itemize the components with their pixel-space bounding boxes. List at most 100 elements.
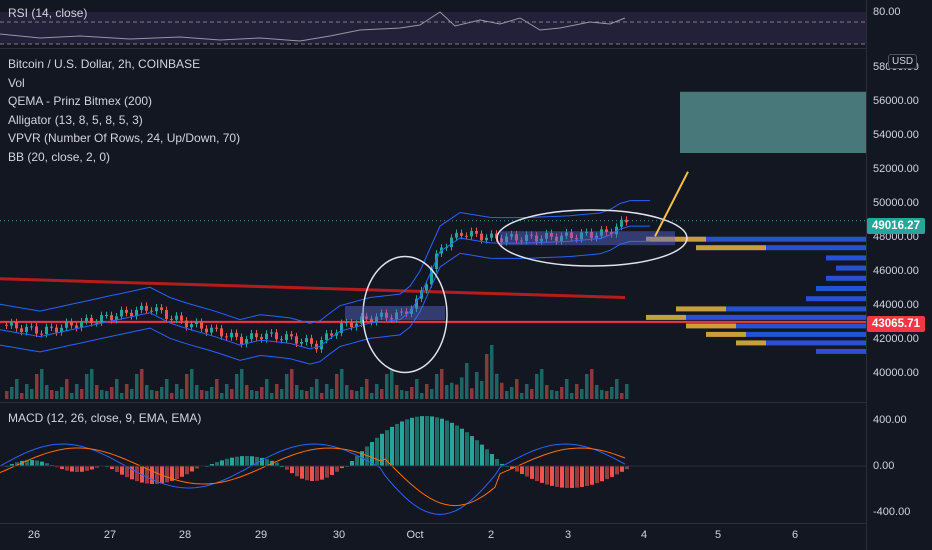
candle-body	[65, 321, 68, 328]
volume-bar	[105, 391, 109, 399]
legend-qema[interactable]: QEMA - Prinz Bitmex (200)	[8, 94, 153, 108]
legend-vol[interactable]: Vol	[8, 75, 25, 90]
volume-bar	[20, 393, 24, 399]
macd-histogram-bar	[595, 466, 599, 484]
macd-histogram-bar	[575, 466, 579, 488]
legend-alligator[interactable]: Alligator (13, 8, 5, 8, 5, 3)	[8, 112, 143, 127]
volume-bar	[550, 390, 554, 399]
candle-body	[75, 325, 78, 328]
candle-body	[595, 235, 598, 238]
candle-body	[215, 327, 218, 329]
volume-bar	[350, 390, 354, 399]
date-tick: 3	[564, 529, 572, 541]
volume-bar	[500, 382, 504, 399]
candle-body	[150, 310, 153, 312]
volume-bar	[115, 379, 119, 399]
candle-body	[505, 236, 508, 243]
candle-body	[380, 312, 383, 317]
vpvr-bar	[816, 286, 866, 291]
candle-body	[10, 322, 13, 326]
volume-bar	[490, 345, 494, 399]
volume-bar	[155, 391, 159, 399]
legend-bb[interactable]: BB (20, close, 2, 0)	[8, 149, 111, 164]
macd-histogram-bar	[460, 428, 464, 466]
volume-bar	[325, 384, 329, 399]
macd-histogram-bar	[530, 466, 534, 479]
volume-bar	[165, 379, 169, 399]
macd-histogram-bar	[210, 464, 214, 466]
candle-body	[140, 305, 143, 310]
vpvr-bar	[826, 275, 866, 281]
candle-body	[315, 343, 318, 350]
macd-histogram-bar	[250, 456, 254, 466]
candle-body	[470, 230, 473, 237]
candle-body	[575, 238, 578, 240]
price-axis[interactable]	[866, 0, 932, 550]
macd-histogram-bar	[535, 466, 539, 481]
volume-bar	[620, 393, 624, 399]
volume-bar	[130, 389, 134, 399]
vpvr-bar-down	[686, 323, 736, 329]
volume-bar	[125, 384, 129, 399]
price-chart[interactable]	[0, 49, 932, 402]
date-tick: Oct	[406, 529, 424, 541]
candle-body	[70, 321, 73, 326]
volume-bar	[480, 381, 484, 399]
candle-body	[240, 336, 243, 345]
legend-vpvr[interactable]: VPVR (Number Of Rows, 24, Up/Down, 70)	[8, 131, 241, 145]
volume-bar	[435, 374, 439, 399]
volume-bar	[90, 369, 94, 399]
vpvr-bar	[736, 323, 866, 329]
macd-histogram-bar	[605, 466, 609, 480]
candle-body	[410, 308, 413, 314]
volume-bar	[135, 374, 139, 399]
volume-bar	[365, 379, 369, 399]
candle-body	[60, 327, 63, 333]
candle-body	[465, 235, 468, 237]
price-tick: 52000.00	[873, 163, 919, 175]
symbol-title[interactable]: Bitcoin / U.S. Dollar, 2h, COINBASE	[8, 57, 201, 71]
candle-body	[450, 237, 453, 248]
macd-histogram-bar	[185, 466, 189, 475]
volume-bar	[65, 379, 69, 399]
macd-histogram-bar	[560, 466, 564, 488]
macd-histogram-bar	[75, 466, 79, 472]
currency-badge[interactable]: USD	[888, 54, 918, 69]
candle-body	[605, 229, 608, 233]
macd-histogram-bar	[590, 466, 594, 485]
macd-histogram-bar	[245, 456, 249, 466]
macd-histogram-bar	[120, 466, 124, 475]
volume-bar	[560, 387, 564, 399]
macd-histogram-bar	[80, 466, 84, 472]
volume-bar	[195, 385, 199, 399]
rsi-line	[0, 11, 626, 42]
macd-tick-neg400: -400.00	[873, 506, 911, 518]
date-tick: 5	[714, 529, 722, 541]
candle-body	[105, 315, 108, 317]
bb-upper	[0, 200, 650, 324]
candle-body	[310, 338, 313, 344]
vpvr-bar	[746, 331, 866, 337]
price-tick: 44000.00	[873, 299, 919, 311]
candle-body	[625, 219, 628, 223]
macd-histogram-bar	[295, 466, 299, 477]
macd-histogram-bar	[470, 436, 474, 466]
candle-body	[490, 233, 493, 238]
time-axis[interactable]: 26 27 28 29 30 Oct 2 3 4 5 6	[0, 524, 932, 550]
volume-bar	[310, 387, 314, 399]
macd-histogram-bar	[190, 466, 194, 472]
price-pane[interactable]: Bitcoin / U.S. Dollar, 2h, COINBASE Vol …	[0, 49, 932, 403]
macd-histogram-bar	[305, 466, 309, 481]
macd-histogram-bar	[65, 466, 69, 471]
candle-body	[165, 310, 168, 319]
volume-bar	[540, 369, 544, 399]
candle-body	[560, 235, 563, 242]
price-legend: Bitcoin / U.S. Dollar, 2h, COINBASE Vol …	[8, 55, 240, 166]
volume-bar	[370, 393, 374, 399]
volume-bar	[330, 389, 334, 399]
date-tick: 6	[791, 529, 799, 541]
macd-histogram-bar	[165, 466, 169, 483]
macd-line	[0, 443, 626, 515]
volume-bar	[100, 390, 104, 399]
volume-bar	[190, 369, 194, 399]
